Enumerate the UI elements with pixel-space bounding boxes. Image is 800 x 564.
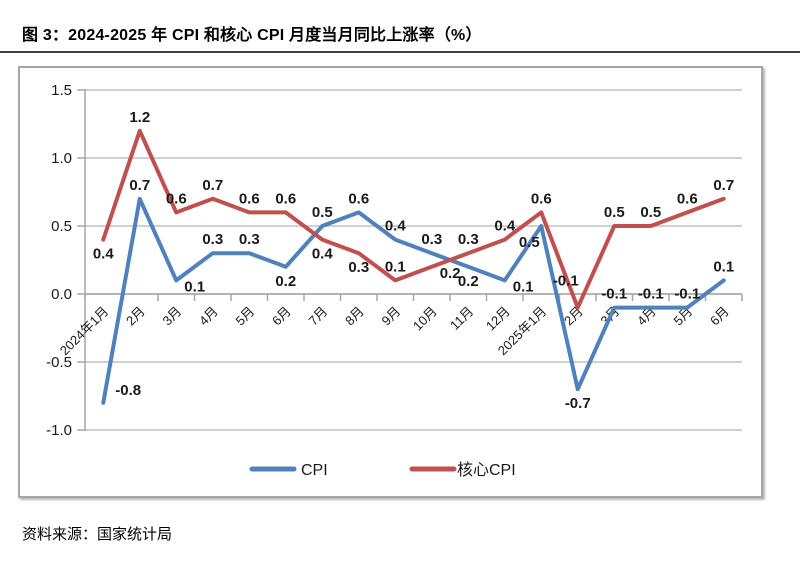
x-category-label: 5月 <box>232 304 257 329</box>
data-label: 0.2 <box>275 273 296 290</box>
data-label: 0.1 <box>513 278 534 295</box>
data-label: -0.1 <box>674 286 700 303</box>
data-label: 0.7 <box>713 177 734 194</box>
y-tick-label: 0.0 <box>51 286 72 303</box>
legend-label-核心CPI: 核心CPI <box>457 461 516 479</box>
x-category-label: 7月 <box>305 304 330 329</box>
data-label: 0.5 <box>604 204 625 221</box>
data-label: 0.6 <box>348 190 369 207</box>
data-label: 0.4 <box>385 218 407 235</box>
chart-container: 1.5 1.0 0.5 0.0 -0.5 -1.0 2024年1月 2月 3月 4月 5月 6月 7月 8… <box>18 66 763 498</box>
data-label: 0.4 <box>312 246 334 263</box>
data-label: 0.4 <box>93 246 115 263</box>
data-label: 1.2 <box>129 109 150 126</box>
data-label: 0.2 <box>440 265 461 282</box>
data-label: 0.4 <box>494 218 516 235</box>
y-tick-label: -1.0 <box>46 422 72 439</box>
legend-label-CPI: CPI <box>301 462 328 479</box>
x-category-label: 2024年1月 <box>57 304 112 359</box>
data-label: -0.1 <box>638 286 664 303</box>
y-tick-label: 1.5 <box>51 82 72 99</box>
data-label: 0.6 <box>239 190 260 207</box>
figure-title: 图 3：2024-2025 年 CPI 和核心 CPI 月度当月同比上涨率（%） <box>22 27 482 44</box>
x-category-label: 6月 <box>269 304 294 329</box>
x-category-label: 2月 <box>123 304 148 329</box>
data-label: 0.6 <box>531 190 552 207</box>
data-label: -0.1 <box>553 273 579 290</box>
title-divider <box>0 51 800 53</box>
data-label: -0.1 <box>601 286 627 303</box>
data-label: -0.7 <box>565 395 591 412</box>
data-label: 0.2 <box>458 273 479 290</box>
data-label: 0.5 <box>312 204 333 221</box>
data-label: 0.6 <box>166 190 187 207</box>
x-category-label: 3月 <box>159 304 184 329</box>
y-tick-label: 0.5 <box>51 218 72 235</box>
data-label: 0.7 <box>202 177 223 194</box>
x-category-label: 8月 <box>342 304 367 329</box>
x-category-label: 9月 <box>378 304 403 329</box>
data-label: 0.1 <box>385 258 406 275</box>
y-tick-label: 1.0 <box>51 150 72 167</box>
data-label: 0.1 <box>184 278 205 295</box>
data-label: 0.7 <box>129 177 150 194</box>
data-label: 0.3 <box>239 231 260 248</box>
data-label: 0.3 <box>202 231 223 248</box>
cpi-line-chart: 1.5 1.0 0.5 0.0 -0.5 -1.0 2024年1月 2月 3月 4月 5月 6月 7月 8… <box>46 82 743 479</box>
series-line-核心CPI <box>101 128 726 310</box>
data-label: 0.5 <box>640 204 661 221</box>
data-label: -0.8 <box>115 382 141 399</box>
source-note: 资料来源：国家统计局 <box>22 526 173 543</box>
x-category-label: 4月 <box>196 304 221 329</box>
data-label: 0.3 <box>421 231 442 248</box>
data-label: 0.6 <box>275 190 296 207</box>
x-category-label: 6月 <box>707 304 732 329</box>
data-label: 0.5 <box>519 234 540 251</box>
x-category-label: 10月 <box>410 304 440 334</box>
x-category-label: 11月 <box>447 304 476 333</box>
data-label: 0.1 <box>713 258 734 275</box>
data-label: 0.3 <box>348 259 369 276</box>
data-label: 0.3 <box>458 231 479 248</box>
y-tick-label: -0.5 <box>46 354 72 371</box>
data-label: 0.6 <box>677 190 698 207</box>
series-line-CPI <box>101 196 726 405</box>
x-category-label: 12月 <box>483 304 513 334</box>
